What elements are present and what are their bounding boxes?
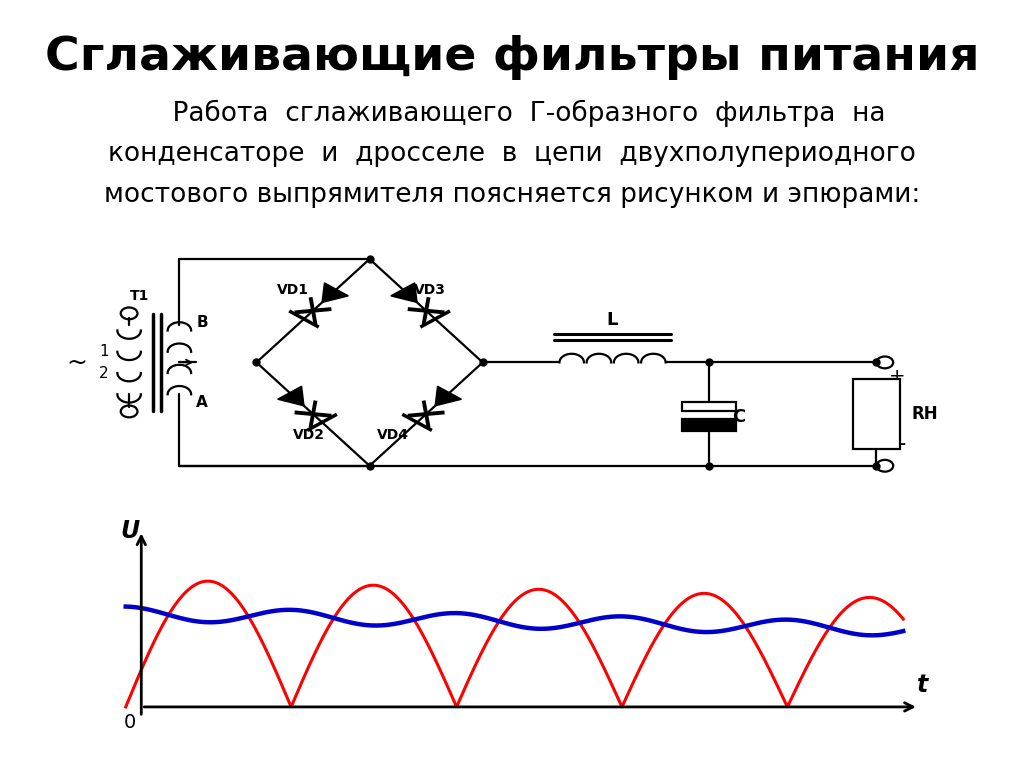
Text: C: C xyxy=(732,408,745,426)
Polygon shape xyxy=(435,387,462,406)
Text: t: t xyxy=(918,673,929,696)
Text: VD1: VD1 xyxy=(276,283,308,297)
Text: Работа  сглаживающего  Г-образного  фильтра  на: Работа сглаживающего Г-образного фильтра… xyxy=(138,100,886,127)
Bar xyxy=(853,379,900,449)
Text: ~: ~ xyxy=(66,351,87,374)
Text: +: + xyxy=(889,367,905,386)
Polygon shape xyxy=(278,387,304,406)
Text: VD3: VD3 xyxy=(414,283,445,297)
Text: 0: 0 xyxy=(124,713,136,732)
Text: A: A xyxy=(197,395,208,410)
Text: 2: 2 xyxy=(99,366,109,380)
Text: VD4: VD4 xyxy=(377,428,409,442)
Polygon shape xyxy=(323,283,348,302)
Text: B: B xyxy=(197,314,208,330)
Text: VD2: VD2 xyxy=(293,428,326,442)
Polygon shape xyxy=(391,283,417,302)
Text: Сглаживающие фильтры питания: Сглаживающие фильтры питания xyxy=(45,35,979,80)
Text: RН: RН xyxy=(911,405,938,423)
Text: мостового выпрямителя поясняется рисунком и эпюрами:: мостового выпрямителя поясняется рисунко… xyxy=(103,182,921,208)
Text: −: − xyxy=(889,435,907,455)
Text: U: U xyxy=(120,518,139,542)
Text: L: L xyxy=(607,311,618,329)
Bar xyxy=(682,402,735,410)
Text: T1: T1 xyxy=(129,289,148,304)
Bar xyxy=(682,419,735,430)
Text: конденсаторе  и  дросселе  в  цепи  двухполупериодного: конденсаторе и дросселе в цепи двухполуп… xyxy=(109,141,915,167)
Text: 1: 1 xyxy=(99,344,109,359)
